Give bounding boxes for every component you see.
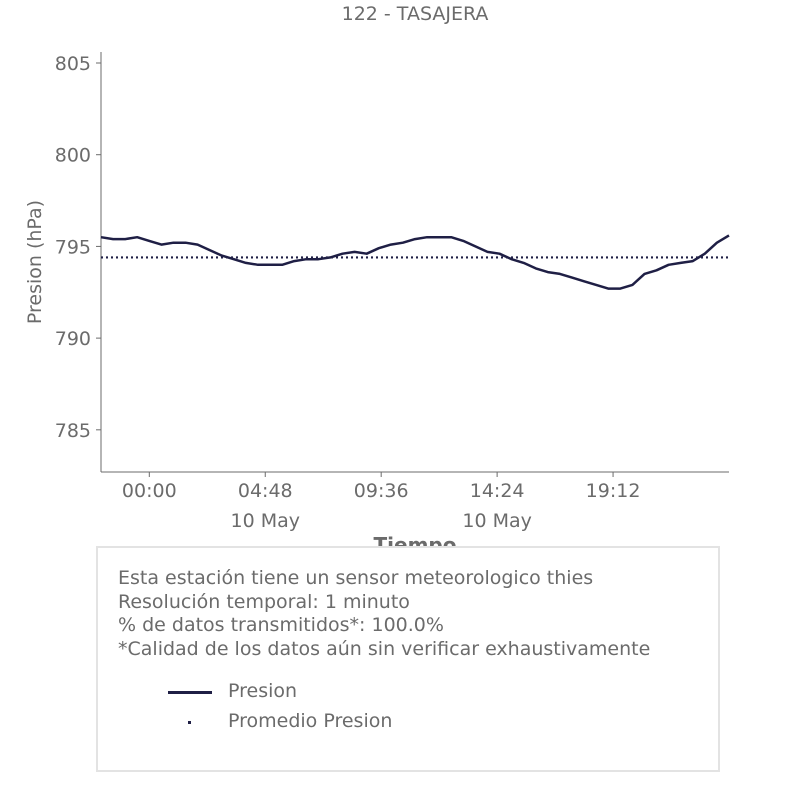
info-line-resolution: Resolución temporal: 1 minuto: [118, 590, 410, 613]
chart-title: 122 - TASAJERA: [342, 3, 489, 25]
x-axis-ticks: 00:00 04:48 10 May 09:36 14:24 10 May 19:12: [122, 472, 641, 532]
series-line-presion: [100, 234, 730, 290]
y-axis-title: Presion (hPa): [24, 200, 46, 324]
pressure-chart: 122 - TASAJERA Presion (hPa) Tiempo 7857…: [24, 3, 730, 557]
info-line-sensor: Esta estación tiene un sensor meteorolog…: [118, 567, 594, 589]
info-box: Esta estación tiene un sensor meteorolog…: [96, 546, 720, 772]
info-text: Esta estación tiene un sensor meteorolog…: [118, 567, 650, 661]
legend-label-promedio: Promedio Presion: [228, 710, 393, 732]
x-tick-label: 04:48: [238, 480, 293, 502]
y-tick-label: 805: [55, 53, 91, 75]
y-axis-ticks: 785 790 795 800 805: [55, 53, 101, 442]
legend-label-presion: Presion: [228, 680, 298, 702]
legend-line-swatch: [168, 691, 212, 694]
x-tick-date-label: 10 May: [230, 510, 300, 532]
x-tick-date-label: 10 May: [462, 510, 532, 532]
x-tick-label: 19:12: [586, 480, 641, 502]
x-tick-label: 14:24: [470, 480, 525, 502]
y-tick-label: 785: [55, 420, 91, 442]
legend-dot-swatch: [188, 721, 191, 724]
series-layer: [100, 234, 730, 290]
y-tick-label: 800: [55, 145, 91, 167]
y-tick-label: 795: [55, 236, 91, 258]
y-tick-label: 790: [55, 328, 91, 350]
info-line-transmitted: % de datos transmitidos*: 100.0%: [118, 614, 444, 636]
info-line-quality: *Calidad de los datos aún sin verificar …: [118, 637, 651, 660]
x-tick-label: 09:36: [354, 480, 409, 502]
x-tick-label: 00:00: [122, 480, 177, 502]
